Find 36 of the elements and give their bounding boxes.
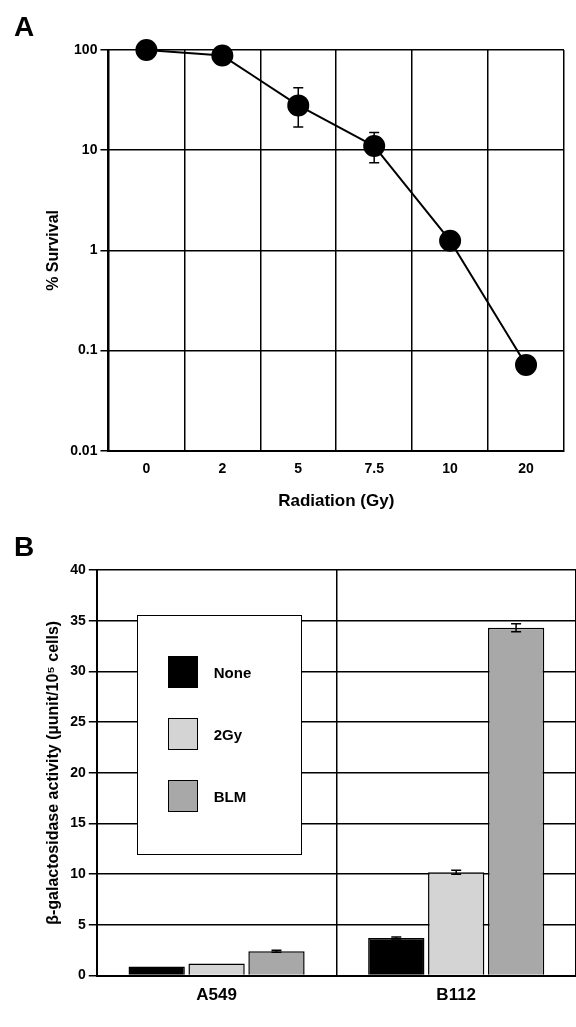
x-tick-label: 5 [294, 460, 303, 477]
x-tick-label: 2 [218, 460, 227, 477]
legend-label: None [213, 663, 252, 681]
x-tick-label: 7.5 [364, 460, 385, 477]
y-axis-title: % Survival [44, 209, 62, 291]
y-tick-label: 35 [70, 611, 86, 628]
y-tick-label: 25 [70, 712, 86, 729]
x-tick-label: 20 [518, 460, 535, 477]
point [439, 229, 462, 252]
x-tick-label: 10 [442, 460, 459, 477]
point [211, 44, 234, 67]
x-tick-label: B112 [436, 985, 477, 1005]
y-tick-label: 1 [89, 241, 98, 258]
y-tick-label: 15 [70, 814, 86, 831]
y-tick-label: 10 [70, 865, 86, 882]
y-tick-label: 40 [70, 560, 86, 577]
y-tick-label: 100 [74, 40, 98, 57]
y-tick-label: 0.1 [77, 341, 98, 358]
x-tick-label: 0 [142, 460, 151, 477]
legend-label: BLM [213, 787, 247, 805]
x-tick-label: A549 [196, 985, 237, 1005]
point [287, 94, 310, 117]
x-axis-title: Radiation (Gy) [278, 491, 395, 511]
y-tick-label: 5 [77, 915, 86, 932]
point [515, 353, 538, 376]
y-tick-label: 0.01 [70, 441, 98, 458]
y-tick-label: 0 [77, 966, 86, 983]
y-tick-label: 30 [70, 662, 86, 679]
text: B [14, 530, 35, 562]
point [135, 39, 158, 61]
text: A [14, 10, 35, 42]
y-tick-label: 20 [70, 763, 86, 780]
y-axis-title: β-galactosidase activity (µunit/10⁵ cells) [44, 620, 62, 925]
point [363, 135, 386, 158]
y-tick-label: 10 [81, 141, 98, 158]
legend-label: 2Gy [213, 725, 243, 743]
